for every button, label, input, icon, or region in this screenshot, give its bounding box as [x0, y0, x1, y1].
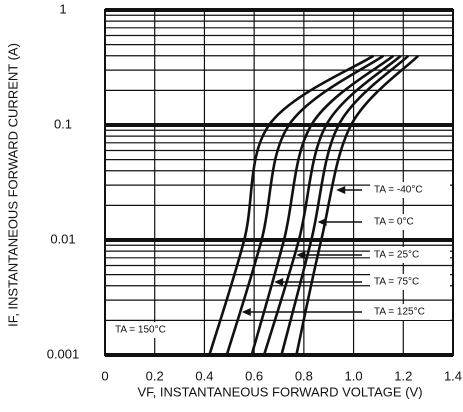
y-axis-label: IF, INSTANTANEOUS FORWARD CURRENT (A) [5, 43, 20, 327]
legend-label: TA = -40°C [374, 185, 423, 196]
legend-label: TA = 25°C [374, 250, 419, 261]
arrow-head [317, 218, 327, 226]
y-tick-label: 0.1 [54, 116, 72, 131]
legend-label: TA = 75°C [374, 277, 419, 288]
label-bg [370, 274, 450, 290]
x-tick-label: 0.8 [295, 368, 313, 383]
plot-frame [104, 9, 454, 356]
y-tick-label: 0.01 [50, 231, 75, 246]
label-bg [370, 214, 450, 230]
arrow-head [241, 308, 251, 316]
legend-label: TA = 125°C [374, 307, 425, 318]
x-tick-label: 0.2 [146, 368, 164, 383]
label-bg [370, 304, 450, 320]
series-line [295, 54, 420, 356]
y-tick-label: 1 [59, 1, 66, 16]
label-bg [113, 322, 195, 338]
series-line [225, 54, 385, 356]
x-tick-label: 1.2 [394, 368, 412, 383]
x-tick-label: 1.4 [444, 368, 462, 383]
label-bg [370, 182, 450, 198]
series-line [250, 54, 395, 356]
x-tick-label: 0 [101, 368, 108, 383]
x-axis-label: VF, INSTANTANEOUS FORWARD VOLTAGE (V) [137, 384, 422, 399]
legend-label: TA = 150°C [115, 325, 166, 336]
arrow-head [336, 186, 346, 194]
series-line [262, 54, 402, 356]
arrow-head [296, 251, 306, 259]
series-line [208, 54, 375, 356]
series-line [280, 54, 410, 356]
legend-label: TA = 0°C [374, 217, 414, 228]
x-tick-label: 0.4 [195, 368, 213, 383]
label-bg [370, 247, 450, 263]
x-tick-label: 1.0 [345, 368, 363, 383]
arrow-head [274, 278, 284, 286]
x-tick-label: 0.6 [245, 368, 263, 383]
y-tick-label: 0.001 [47, 346, 80, 361]
